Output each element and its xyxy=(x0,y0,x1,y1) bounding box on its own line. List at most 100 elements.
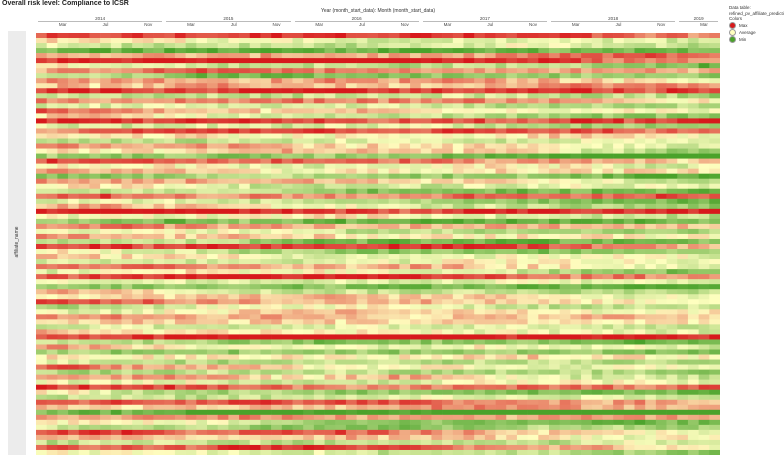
heatmap-cell[interactable] xyxy=(709,394,720,401)
heatmap-cell[interactable] xyxy=(228,203,240,210)
heatmap-cell[interactable] xyxy=(249,173,261,179)
heatmap-cell[interactable] xyxy=(516,153,528,159)
heatmap-cell[interactable] xyxy=(196,58,208,64)
heatmap-cell[interactable] xyxy=(249,309,261,315)
heatmap-cell[interactable] xyxy=(356,38,368,44)
heatmap-cell[interactable] xyxy=(239,178,251,185)
heatmap-cell[interactable] xyxy=(89,279,101,285)
heatmap-cell[interactable] xyxy=(378,128,389,134)
heatmap-cell[interactable] xyxy=(292,158,304,164)
heatmap-cell[interactable] xyxy=(388,113,400,119)
heatmap-cell[interactable] xyxy=(110,314,122,320)
heatmap-cell[interactable] xyxy=(239,404,251,411)
heatmap-cell[interactable] xyxy=(335,198,347,205)
heatmap-cell[interactable] xyxy=(100,168,112,174)
heatmap-cell[interactable] xyxy=(378,178,389,185)
heatmap-cell[interactable] xyxy=(239,414,251,421)
heatmap-cell[interactable] xyxy=(57,133,69,139)
heatmap-cell[interactable] xyxy=(591,279,603,285)
heatmap-cell[interactable] xyxy=(399,259,411,265)
heatmap-cell[interactable] xyxy=(68,359,80,365)
heatmap-cell[interactable] xyxy=(399,389,411,396)
heatmap-cell[interactable] xyxy=(239,314,251,320)
heatmap-cell[interactable] xyxy=(378,58,389,64)
heatmap-cell[interactable] xyxy=(46,38,58,44)
heatmap-cell[interactable] xyxy=(196,98,208,104)
heatmap-cell[interactable] xyxy=(506,409,518,416)
heatmap-cell[interactable] xyxy=(452,344,464,350)
heatmap-cell[interactable] xyxy=(516,63,528,69)
heatmap-cell[interactable] xyxy=(271,103,283,109)
heatmap-cell[interactable] xyxy=(709,233,720,240)
heatmap-cell[interactable] xyxy=(474,143,486,149)
heatmap-cell[interactable] xyxy=(378,213,389,220)
heatmap-cell[interactable] xyxy=(345,233,357,240)
heatmap-cell[interactable] xyxy=(410,309,422,315)
heatmap-cell[interactable] xyxy=(367,83,379,89)
heatmap-cell[interactable] xyxy=(623,173,635,179)
heatmap-cell[interactable] xyxy=(677,153,689,159)
heatmap-cell[interactable] xyxy=(581,329,593,335)
heatmap-cell[interactable] xyxy=(164,88,176,94)
heatmap-cell[interactable] xyxy=(527,399,539,406)
heatmap-cell[interactable] xyxy=(495,163,507,169)
heatmap-cell[interactable] xyxy=(249,369,261,375)
heatmap-cell[interactable] xyxy=(36,33,47,39)
heatmap-cell[interactable] xyxy=(57,369,69,375)
heatmap-cell[interactable] xyxy=(153,314,165,320)
heatmap-cell[interactable] xyxy=(335,53,347,59)
heatmap-cell[interactable] xyxy=(132,404,144,411)
heatmap-cell[interactable] xyxy=(174,168,186,174)
heatmap-cell[interactable] xyxy=(388,364,400,370)
heatmap-cell[interactable] xyxy=(260,108,272,114)
heatmap-cell[interactable] xyxy=(335,93,347,99)
heatmap-cell[interactable] xyxy=(634,279,646,285)
heatmap-cell[interactable] xyxy=(174,203,186,210)
heatmap-cell[interactable] xyxy=(452,359,464,365)
heatmap-cell[interactable] xyxy=(281,279,293,285)
heatmap-cell[interactable] xyxy=(281,339,293,345)
heatmap-cell[interactable] xyxy=(207,394,218,401)
heatmap-cell[interactable] xyxy=(271,113,283,119)
heatmap-cell[interactable] xyxy=(431,108,443,114)
heatmap-cell[interactable] xyxy=(484,48,496,54)
heatmap-cell[interactable] xyxy=(78,359,90,365)
heatmap-cell[interactable] xyxy=(709,314,720,320)
heatmap-cell[interactable] xyxy=(142,188,154,195)
heatmap-cell[interactable] xyxy=(142,344,154,350)
heatmap-cell[interactable] xyxy=(527,324,539,330)
heatmap-cell[interactable] xyxy=(623,359,635,365)
heatmap-cell[interactable] xyxy=(420,384,432,390)
heatmap-cell[interactable] xyxy=(132,218,144,225)
heatmap-cell[interactable] xyxy=(677,304,689,310)
heatmap-cell[interactable] xyxy=(570,389,582,396)
heatmap-cell[interactable] xyxy=(645,213,657,220)
heatmap-cell[interactable] xyxy=(388,409,400,416)
heatmap-cell[interactable] xyxy=(442,118,454,124)
heatmap-cell[interactable] xyxy=(324,103,336,109)
heatmap-cell[interactable] xyxy=(249,274,261,280)
heatmap-cell[interactable] xyxy=(452,38,464,44)
heatmap-cell[interactable] xyxy=(164,419,176,426)
heatmap-cell[interactable] xyxy=(356,143,368,149)
heatmap-cell[interactable] xyxy=(303,218,315,225)
heatmap-cell[interactable] xyxy=(345,409,357,416)
heatmap-cell[interactable] xyxy=(559,58,571,64)
heatmap-cell[interactable] xyxy=(324,259,336,265)
heatmap-cell[interactable] xyxy=(538,369,550,375)
heatmap-cell[interactable] xyxy=(698,118,710,124)
heatmap-cell[interactable] xyxy=(655,143,667,149)
heatmap-cell[interactable] xyxy=(164,409,176,416)
heatmap-cell[interactable] xyxy=(687,68,699,74)
heatmap-cell[interactable] xyxy=(655,354,667,360)
heatmap-cell[interactable] xyxy=(613,143,625,149)
heatmap-cell[interactable] xyxy=(687,284,699,290)
heatmap-cell[interactable] xyxy=(431,43,443,49)
heatmap-cell[interactable] xyxy=(452,279,464,285)
heatmap-cell[interactable] xyxy=(570,58,582,64)
heatmap-cell[interactable] xyxy=(655,264,667,270)
heatmap-cell[interactable] xyxy=(164,103,176,109)
heatmap-cell[interactable] xyxy=(559,364,571,370)
heatmap-cell[interactable] xyxy=(345,183,357,190)
heatmap-cell[interactable] xyxy=(484,244,496,250)
